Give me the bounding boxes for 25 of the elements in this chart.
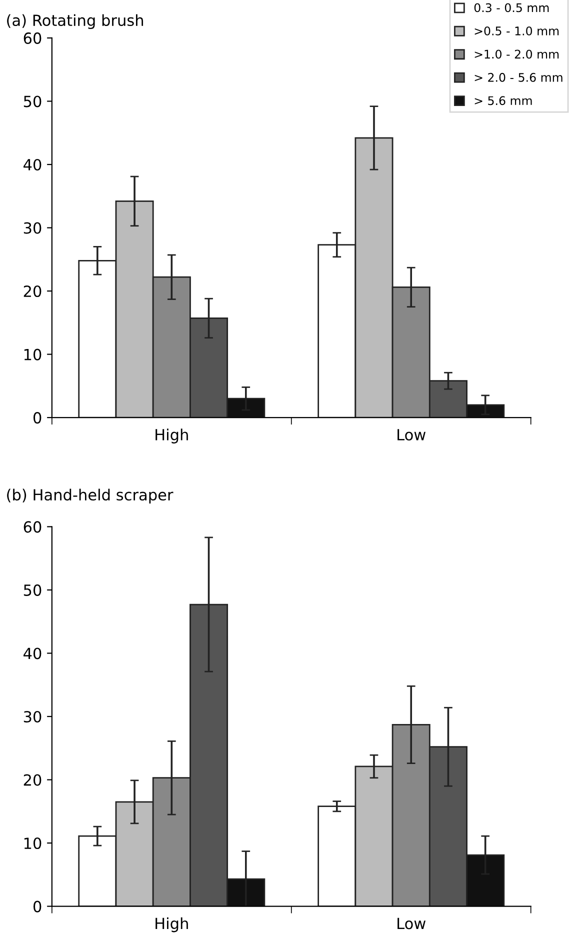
y-tick-label: 20: [24, 285, 42, 298]
y-tick-label: 60: [24, 32, 42, 44]
y-tick-label: 50: [24, 96, 42, 108]
legend-label: >0.5 - 1.0 mm: [474, 26, 559, 36]
x-tick-label: Low: [398, 429, 426, 440]
y-tick-label: 50: [24, 584, 42, 596]
y-tick-label: 40: [24, 648, 42, 660]
legend-label: 0.3 - 0.5 mm: [474, 3, 549, 12]
legend-label: >1.0 - 2.0 mm: [474, 50, 559, 59]
y-tick-label: 10: [24, 837, 42, 850]
x-tick-label: High: [156, 428, 188, 444]
y-tick-label: 40: [24, 158, 42, 171]
y-tick-label: 30: [24, 710, 42, 723]
y-tick-label: 20: [24, 774, 42, 786]
x-tick-label: High: [156, 917, 188, 932]
y-tick-label: 0: [33, 900, 42, 912]
legend-label: > 5.6 mm: [474, 96, 532, 106]
legend-label: > 2.0 - 5.6 mm: [474, 72, 562, 82]
y-tick-label: 0: [33, 412, 42, 424]
x-tick-label: Low: [398, 918, 426, 930]
chart-title: (b) Hand-held scraper: [7, 488, 174, 504]
y-tick-label: 30: [24, 222, 42, 234]
chart-title: (a) Rotating brush: [7, 14, 144, 30]
y-tick-label: 60: [24, 521, 42, 533]
y-tick-label: 10: [24, 348, 42, 360]
